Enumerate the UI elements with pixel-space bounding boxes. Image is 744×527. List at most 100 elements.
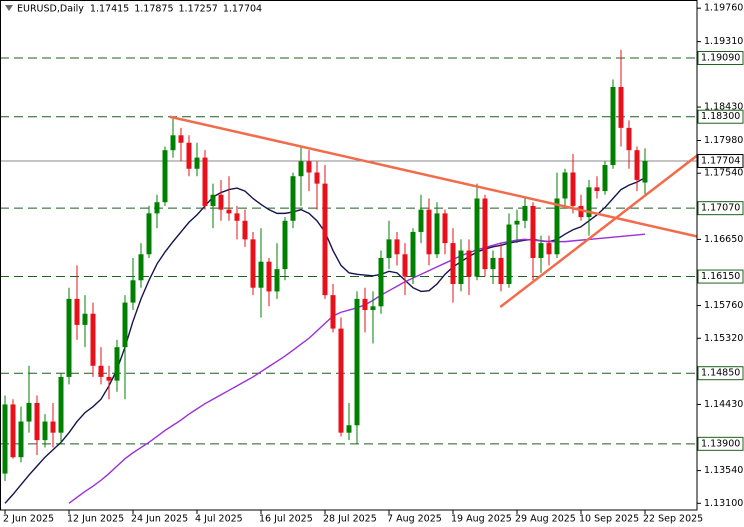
candle-body xyxy=(410,231,416,277)
candle-body xyxy=(626,127,632,151)
y-tick-label: 1.19760 xyxy=(704,3,743,14)
ohlc-value: 1.17875 xyxy=(134,4,173,15)
level-label-box xyxy=(697,109,744,124)
level-label: 1.16150 xyxy=(701,271,740,282)
y-tick-label: 1.16650 xyxy=(704,234,743,245)
x-tick-label: 16 Jul 2025 xyxy=(259,514,313,525)
candle-body xyxy=(154,202,160,214)
candle-body xyxy=(226,209,232,214)
candle-body xyxy=(314,172,320,184)
candle-body xyxy=(330,295,336,329)
x-tick-label: 19 Aug 2025 xyxy=(451,514,512,525)
candle-body xyxy=(130,280,136,303)
level-label-box xyxy=(697,366,744,381)
candle-body xyxy=(386,239,392,258)
candle-body xyxy=(642,161,648,183)
level-label: 1.18300 xyxy=(701,111,740,122)
candle-body xyxy=(26,402,32,422)
candle-body xyxy=(570,172,576,206)
candle-body xyxy=(610,86,616,166)
plot-frame xyxy=(0,0,698,511)
level-label-box xyxy=(697,436,744,451)
candle-body xyxy=(426,209,432,255)
candle-body xyxy=(162,150,168,203)
candle-body xyxy=(306,161,312,173)
candle-body xyxy=(578,205,584,218)
candle-body xyxy=(2,404,8,474)
last-price-box xyxy=(697,154,744,169)
x-tick-label: 2 Jun 2025 xyxy=(3,514,54,525)
candle-body xyxy=(586,187,592,218)
x-tick-label: 24 Jun 2025 xyxy=(131,514,188,525)
candle-body xyxy=(58,376,64,433)
candle-body xyxy=(634,150,640,180)
trendline xyxy=(499,154,697,309)
chart-icon xyxy=(5,5,13,11)
y-tick-label: 1.19310 xyxy=(704,36,743,47)
candle-body xyxy=(354,298,360,426)
candle-body xyxy=(42,421,48,441)
candle-body xyxy=(602,165,608,192)
candle-body xyxy=(562,172,568,199)
candle-body xyxy=(90,313,96,366)
candle-body xyxy=(538,243,544,258)
candle-body xyxy=(554,198,560,255)
x-tick-label: 29 Aug 2025 xyxy=(515,514,576,525)
candle-body xyxy=(242,220,248,240)
candle-body xyxy=(514,220,520,225)
ohlc-value: 1.17704 xyxy=(223,4,262,15)
candle-body xyxy=(194,157,200,169)
y-tick-label: 1.15760 xyxy=(704,300,743,311)
y-tick-label: 1.18430 xyxy=(704,102,743,113)
level-label: 1.17070 xyxy=(701,203,740,214)
candle-body xyxy=(450,243,456,284)
x-tick-label: 4 Jul 2025 xyxy=(195,514,243,525)
candle-body xyxy=(298,161,304,177)
level-label: 1.14850 xyxy=(701,368,740,379)
y-tick-label: 1.14430 xyxy=(704,399,743,410)
candle-body xyxy=(274,269,280,292)
level-label-box xyxy=(697,269,744,284)
candle-body xyxy=(106,376,112,381)
candle-body xyxy=(490,257,496,270)
candle-body xyxy=(546,243,552,255)
candle-body xyxy=(266,261,272,292)
candle-body xyxy=(394,239,400,255)
candle-body xyxy=(346,425,352,433)
x-tick-label: 22 Sep 2025 xyxy=(643,514,703,525)
candle-body xyxy=(218,194,224,210)
candle-body xyxy=(74,298,80,325)
candle-body xyxy=(138,254,144,281)
plot-area xyxy=(0,49,697,504)
y-tick-label: 1.17540 xyxy=(704,168,743,179)
candle-body xyxy=(418,209,424,232)
candle-body xyxy=(498,257,504,284)
candle-body xyxy=(618,86,624,128)
candle-body xyxy=(594,187,600,192)
level-label-box xyxy=(697,201,744,216)
candle-body xyxy=(370,306,376,311)
candle-body xyxy=(146,213,152,255)
candle-body xyxy=(178,135,184,143)
candle-body xyxy=(282,220,288,270)
candle-body xyxy=(458,250,464,284)
y-tick-label: 1.13100 xyxy=(704,498,743,509)
x-tick-label: 10 Sep 2025 xyxy=(579,514,639,525)
candle-body xyxy=(202,157,208,206)
candle-body xyxy=(482,198,488,270)
y-tick-label: 1.17980 xyxy=(704,135,743,146)
level-label: 1.13900 xyxy=(701,438,740,449)
x-tick-label: 12 Jun 2025 xyxy=(67,514,124,525)
candle-body xyxy=(98,365,104,377)
candle-body xyxy=(122,302,128,348)
ohlc-value: 1.17415 xyxy=(90,4,129,15)
level-label-box xyxy=(697,50,744,65)
x-tick-label: 28 Jul 2025 xyxy=(323,514,377,525)
candle-body xyxy=(170,135,176,151)
y-tick-label: 1.15320 xyxy=(704,333,743,344)
chart-title: EURUSD,Daily xyxy=(17,4,84,15)
candle-body xyxy=(434,213,440,255)
